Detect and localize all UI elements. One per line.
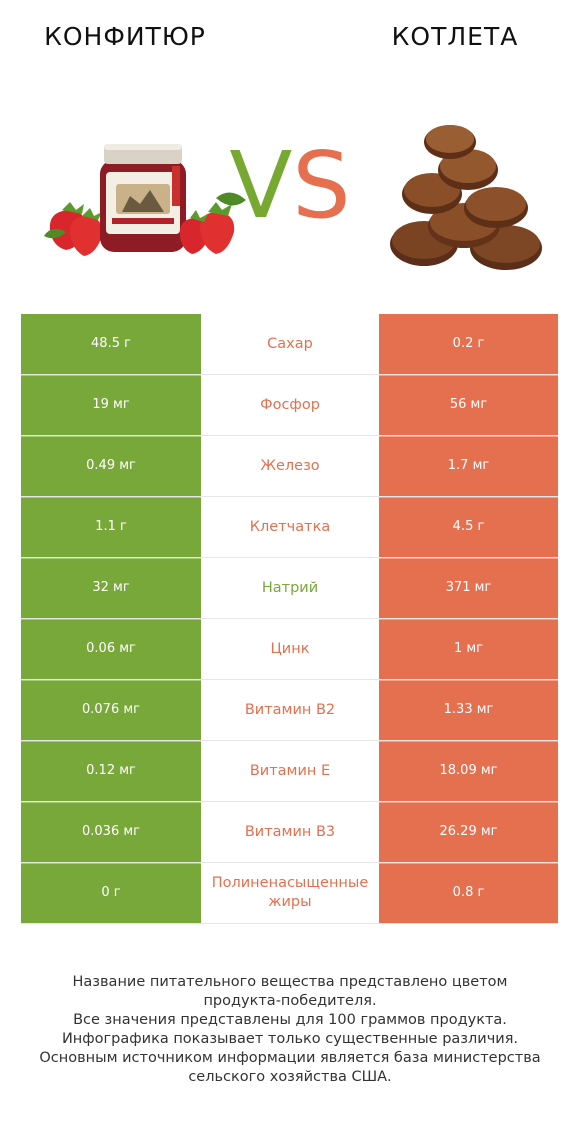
right-value: 18.09 мг [379, 741, 558, 801]
right-product-title: КОТЛЕТА [391, 22, 519, 51]
nutrient-name: Железо [260, 457, 320, 474]
right-value: 26.29 мг [379, 802, 558, 862]
table-row: 1.1 г Клетчатка 4.5 г [21, 497, 558, 558]
footer-line: Основным источником информации является … [39, 1050, 541, 1066]
right-value: 371 мг [379, 558, 558, 618]
row-divider [21, 741, 201, 742]
right-value: 0.2 г [379, 314, 558, 374]
row-divider [21, 375, 201, 376]
row-divider [21, 436, 201, 437]
left-product-title: КОНФИТЮР [44, 22, 206, 51]
row-divider [21, 680, 201, 681]
table-row: 32 мг Натрий 371 мг [21, 558, 558, 619]
row-divider [21, 802, 201, 803]
row-divider [21, 619, 201, 620]
left-value: 0.12 мг [21, 741, 201, 801]
left-value: 0.06 мг [21, 619, 201, 679]
jam-jar-image [44, 144, 246, 256]
row-divider [379, 619, 558, 620]
cutlet-image [390, 125, 542, 270]
row-divider [379, 497, 558, 498]
vs-s: S [292, 132, 351, 239]
right-value: 1 мг [379, 619, 558, 679]
left-value: 48.5 г [21, 314, 201, 374]
table-row: 0.076 мг Витамин B2 1.33 мг [21, 680, 558, 741]
table-row: 0 г Полиненасыщенные жиры 0.8 г [21, 863, 558, 924]
left-value: 0.076 мг [21, 680, 201, 740]
nutrient-name: Фосфор [260, 396, 320, 413]
vs-v: V [229, 132, 293, 239]
table-row: 0.12 мг Витамин E 18.09 мг [21, 741, 558, 802]
footer-line: продукта-победителя. [203, 993, 377, 1009]
row-divider [379, 680, 558, 681]
table-row: 0.49 мг Железо 1.7 мг [21, 436, 558, 497]
row-divider [21, 497, 201, 498]
nutrient-name: Витамин B3 [244, 823, 336, 840]
left-value: 19 мг [21, 375, 201, 435]
footer-note: Название питательного вещества представл… [10, 973, 570, 1087]
row-divider [379, 863, 558, 864]
right-value: 56 мг [379, 375, 558, 435]
vs-label: VS [220, 138, 360, 233]
comparison-table: 48.5 г Сахар 0.2 г 19 мг Фосфор 56 мг 0.49 мг Ж… [21, 314, 558, 924]
row-divider [379, 741, 558, 742]
footer-line: Название питательного вещества представл… [72, 974, 508, 990]
nutrient-name: Цинк [270, 640, 310, 657]
table-row: 48.5 г Сахар 0.2 г [21, 314, 558, 375]
nutrient-name: Витамин B2 [244, 701, 336, 718]
nutrient-name: Полиненасыщенные жиры [211, 875, 369, 910]
right-value: 1.33 мг [379, 680, 558, 740]
row-divider [379, 802, 558, 803]
footer-line: Инфографика показывает только существенн… [61, 1031, 519, 1047]
left-value: 0 г [21, 863, 201, 923]
right-value: 1.7 мг [379, 436, 558, 496]
right-value: 4.5 г [379, 497, 558, 557]
nutrient-name: Натрий [261, 579, 319, 596]
left-value: 1.1 г [21, 497, 201, 557]
row-divider [379, 558, 558, 559]
footer-line: Все значения представлены для 100 граммо… [73, 1012, 507, 1028]
footer-line: сельского хозяйства США. [188, 1069, 392, 1085]
table-row: 0.06 мг Цинк 1 мг [21, 619, 558, 680]
nutrient-name: Сахар [267, 335, 313, 352]
row-divider [21, 558, 201, 559]
row-divider [379, 375, 558, 376]
nutrient-name: Витамин E [249, 762, 331, 779]
nutrient-name: Клетчатка [249, 518, 331, 535]
left-value: 0.036 мг [21, 802, 201, 862]
table-row: 0.036 мг Витамин B3 26.29 мг [21, 802, 558, 863]
right-value: 0.8 г [379, 863, 558, 923]
table-row: 19 мг Фосфор 56 мг [21, 375, 558, 436]
row-divider [379, 436, 558, 437]
row-divider [21, 863, 201, 864]
left-value: 0.49 мг [21, 436, 201, 496]
left-value: 32 мг [21, 558, 201, 618]
